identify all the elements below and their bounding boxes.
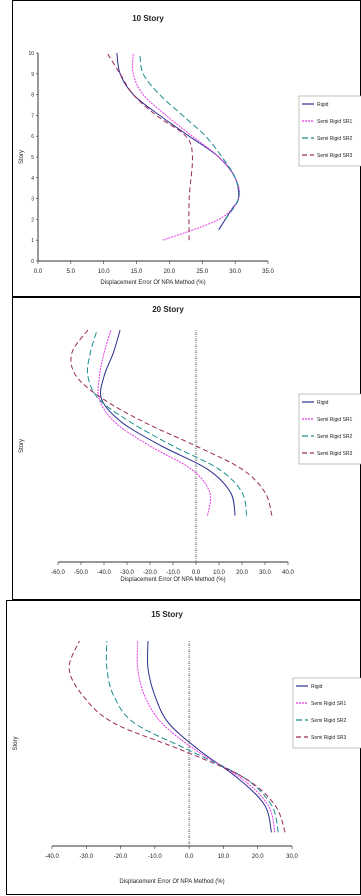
x-tick-label: -10.0 [148, 854, 162, 860]
x-tick-label: -60.0 [51, 570, 65, 576]
x-tick-label: 10.0 [98, 269, 110, 275]
series-line-sr1 [136, 640, 276, 833]
y-tick-label: 6 [31, 134, 34, 140]
series-line-sr1 [97, 329, 212, 516]
chart-20-story: 20 Story -60.0 -50.0 -40.0 -30.0 -20.0 -10.0 0.… [19, 305, 361, 583]
y-axis-label: Story [13, 736, 19, 750]
series-line-sr2 [139, 52, 240, 220]
series-line-rigid [99, 329, 236, 516]
y-tick-label: 3 [31, 197, 34, 203]
y-tick-label: 5 [31, 155, 34, 161]
x-tick-label: 40.0 [282, 570, 294, 576]
legend-label: Semi Rigid SR2 [317, 434, 353, 440]
legend-label: Semi Rigid SR3 [311, 735, 347, 741]
y-tick-label: 0 [31, 259, 34, 265]
x-tick-label: -50.0 [74, 570, 88, 576]
x-axis-label: Displacement Error Of NPA Method (%) [100, 280, 205, 286]
y-tick-label: 2 [31, 217, 34, 223]
legend-label: Semi Rigid SR1 [317, 119, 353, 125]
x-tick-label: 0.0 [185, 854, 194, 860]
x-tick-label: -30.0 [120, 570, 134, 576]
y-axis-label: Story [19, 150, 25, 164]
x-tick-label: 20.0 [252, 854, 264, 860]
series-line-sr1 [132, 52, 241, 241]
x-tick-label: 25.0 [196, 269, 208, 275]
x-tick-label: 10.0 [218, 854, 230, 860]
series-line-sr2 [86, 329, 248, 516]
x-axis-label: Displacement Error Of NPA Method (%) [119, 879, 224, 885]
chart-panel-20-story: 20 Story -60.0 -50.0 -40.0 -30.0 -20.0 -10.0 0.… [12, 297, 361, 600]
legend-label: Rigid [311, 684, 323, 690]
legend-box [292, 677, 361, 749]
x-tick-label: 0.0 [192, 570, 201, 576]
chart-panel-15-story: 15 Story -40.0 -30.0 -20.0 -10.0 0.0 10.0 20.0 3… [6, 600, 361, 895]
y-axis-label: Story [19, 439, 25, 453]
legend-box [298, 393, 361, 465]
chart-15-story: 15 Story -40.0 -30.0 -20.0 -10.0 0.0 10.0 20.0 3… [13, 610, 361, 885]
y-tick-label: 9 [31, 72, 34, 78]
legend-label: Rigid [317, 102, 329, 108]
series-line-rigid [146, 640, 272, 833]
legend-label: Semi Rigid SR1 [317, 417, 353, 423]
x-tick-label: -40.0 [97, 570, 111, 576]
x-tick-label: 0.0 [34, 269, 43, 275]
x-tick-label: 30.0 [286, 854, 298, 860]
legend-box [298, 95, 361, 167]
series-line-sr3 [70, 329, 273, 516]
chart-10-story: 10 Story 0 1 2 3 4 5 6 7 8 9 10 0.0 5.0 10.0 15.0 20.0 25… [19, 14, 361, 286]
x-tick-label: 15.0 [131, 269, 143, 275]
legend-label: Semi Rigid SR3 [317, 153, 353, 159]
legend-label: Semi Rigid SR2 [311, 718, 347, 724]
x-tick-label: 10.0 [213, 570, 225, 576]
y-tick-label: 8 [31, 93, 34, 99]
chart-title: 10 Story [132, 14, 164, 23]
chart-title: 20 Story [152, 305, 184, 314]
x-tick-label: 35.0 [262, 269, 274, 275]
legend-label: Semi Rigid SR3 [317, 451, 353, 457]
legend-label: Semi Rigid SR2 [317, 136, 353, 142]
chart-panel-10-story: 10 Story 0 1 2 3 4 5 6 7 8 9 10 0.0 5.0 10.0 15.0 20.0 25… [12, 0, 361, 297]
x-tick-label: -40.0 [45, 854, 59, 860]
legend-label: Semi Rigid SR1 [311, 701, 347, 707]
series-line-sr3 [68, 640, 286, 833]
x-tick-label: -30.0 [79, 854, 93, 860]
x-tick-label: 5.0 [67, 269, 76, 275]
x-tick-label: 30.0 [259, 570, 271, 576]
y-tick-label: 1 [31, 238, 34, 244]
x-axis-label: Displacement Error Of NPA Method (%) [120, 577, 225, 583]
x-tick-label: 20.0 [164, 269, 176, 275]
x-tick-label: -20.0 [114, 854, 128, 860]
x-tick-label: -20.0 [143, 570, 157, 576]
chart-title: 15 Story [151, 610, 183, 619]
x-tick-label: 20.0 [236, 570, 248, 576]
series-line-sr2 [105, 640, 279, 833]
x-tick-label: 30.0 [229, 269, 241, 275]
x-tick-label: -10.0 [166, 570, 180, 576]
y-tick-label: 7 [31, 113, 34, 119]
series-line-sr3 [106, 52, 193, 241]
y-tick-label: 4 [31, 176, 34, 182]
legend-label: Rigid [317, 400, 329, 406]
y-tick-label: 10 [28, 51, 34, 57]
